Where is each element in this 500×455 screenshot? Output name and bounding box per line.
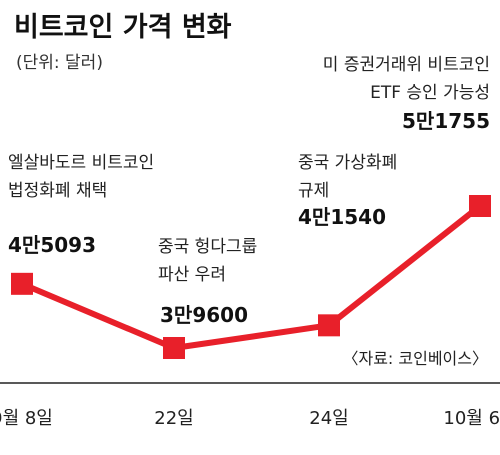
annotation-2-line2: 파산 우려 (158, 265, 226, 285)
annotation-1-line1: 엘살바도르 비트코인 (8, 153, 154, 173)
series-layer (11, 195, 491, 359)
annotation-1-line2: 법정화폐 채택 (8, 181, 107, 201)
annotation-4-line2: ETF 승인 가능성 (370, 83, 490, 103)
value-label-1: 4만5093 (8, 233, 96, 257)
x-tick-label-2: 22일 (154, 408, 193, 429)
annotation-3-line1: 중국 가상화폐 (298, 153, 397, 173)
x-tick-label-3: 24일 (309, 408, 348, 429)
annotation-4-line1: 미 증권거래위 비트코인 (323, 55, 490, 75)
value-label-2: 3만9600 (160, 303, 248, 327)
value-label-4: 5만1755 (402, 109, 490, 133)
x-tick-label-1: 9월 8일 (0, 408, 53, 429)
data-point-1 (11, 272, 33, 295)
unit-label: (단위: 달러) (16, 53, 103, 73)
annotation-2-line1: 중국 헝다그룹 (158, 237, 257, 257)
data-point-3 (318, 314, 340, 337)
x-ticks: 9월 8일 22일 24일 10월 6일 (0, 408, 500, 429)
value-label-3: 4만1540 (298, 205, 386, 229)
data-point-2 (163, 337, 185, 359)
price-line (20, 203, 482, 351)
annotation-3-line2: 규제 (298, 181, 329, 201)
source-label: 〈자료: 코인베이스〉 (342, 349, 488, 368)
data-point-4 (469, 195, 491, 217)
chart-title: 비트코인 가격 변화 (14, 12, 232, 43)
x-tick-label-4: 10월 6일 (443, 408, 500, 429)
